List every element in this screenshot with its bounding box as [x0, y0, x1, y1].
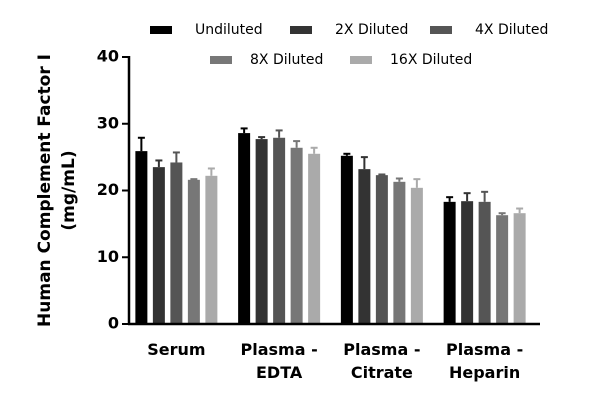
x-tick-label-line: Plasma - [446, 340, 523, 359]
bar [170, 162, 183, 324]
x-tick-label-line: Serum [147, 340, 205, 359]
x-tick-label-line: Plasma - [241, 340, 318, 359]
bar [308, 153, 321, 324]
x-tick-label: Serum [147, 340, 205, 359]
x-tick-label-line: Heparin [449, 363, 520, 382]
bar [255, 139, 268, 324]
y-tick-label: 0 [108, 314, 119, 333]
y-tick-label: 40 [97, 47, 119, 66]
x-tick-label-line: Citrate [351, 363, 413, 382]
legend-label: 4X Diluted [475, 22, 548, 38]
bar [461, 201, 474, 324]
legend-swatch [430, 26, 452, 34]
bar [375, 175, 388, 324]
bar [393, 181, 406, 324]
legend-swatch [210, 56, 232, 64]
y-axis-title-line: Human Complement Factor I [35, 54, 55, 327]
y-axis-title-line: (mg/mL) [59, 150, 79, 230]
legend-label: Undiluted [195, 22, 263, 38]
legend-label: 2X Diluted [335, 22, 408, 38]
legend-swatch [350, 56, 372, 64]
legend-swatch [150, 26, 172, 34]
x-tick-label: Plasma - EDTA [241, 340, 318, 382]
bar [496, 215, 509, 324]
bar [290, 147, 303, 324]
x-tick-label: Plasma - Heparin [446, 340, 523, 382]
legend-label: 16X Diluted [390, 52, 472, 68]
bar [340, 155, 353, 324]
y-tick-label: 30 [97, 113, 119, 132]
bar [273, 137, 286, 324]
bar [443, 201, 456, 324]
x-tick-label: Plasma - Citrate [343, 340, 420, 382]
x-tick-label-line: Plasma - [343, 340, 420, 359]
y-tick-label: 10 [97, 247, 119, 266]
x-tick-label-line: EDTA [256, 363, 303, 382]
y-tick-label: 20 [97, 180, 119, 199]
bar [358, 169, 371, 324]
bar [478, 201, 491, 324]
bar [152, 167, 165, 324]
legend-swatch [290, 26, 312, 34]
bar [238, 133, 251, 324]
bar [205, 175, 218, 324]
legend-label: 8X Diluted [250, 52, 323, 68]
bar [135, 151, 148, 324]
y-axis-title: Human Complement Factor I (mg/mL) [35, 54, 79, 327]
bar [513, 213, 526, 324]
bar [410, 187, 423, 324]
bar [187, 179, 200, 324]
